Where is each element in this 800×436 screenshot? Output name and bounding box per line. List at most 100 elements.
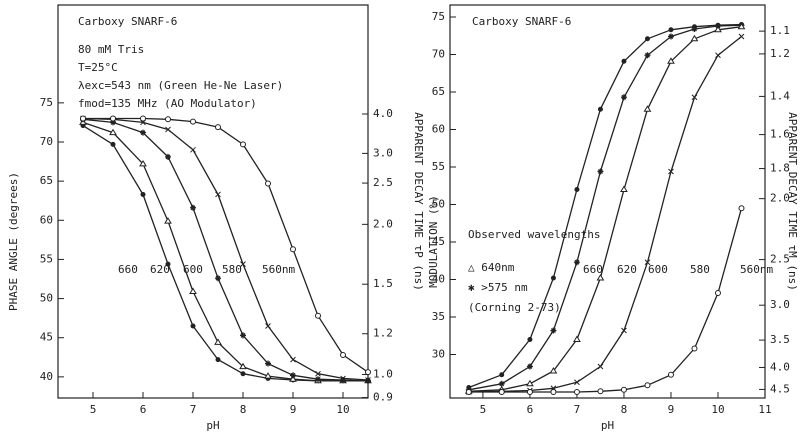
marker: [110, 119, 116, 126]
marker: [164, 217, 172, 224]
y2-tick-label: 1.4: [770, 89, 790, 102]
marker: [644, 36, 650, 42]
y2-tick-label: 1.0: [373, 367, 393, 380]
x-tick-label: 9: [668, 403, 675, 416]
x-tick-label: 8: [240, 403, 247, 416]
y-tick-label: 70: [432, 48, 445, 61]
annotation: T=25°C: [78, 61, 118, 74]
y2-tick-label: 1.2: [770, 47, 790, 60]
curve: [468, 208, 743, 393]
series-label: 660: [118, 263, 138, 276]
y2-tick-label: 1.2: [373, 327, 393, 340]
marker: [737, 22, 746, 30]
marker: [190, 204, 196, 211]
marker: [190, 146, 196, 153]
marker: [527, 337, 533, 342]
marker: [264, 372, 272, 379]
series-label: 580: [222, 263, 242, 276]
marker: [691, 26, 698, 32]
x-tick-label: 11: [758, 403, 771, 416]
marker: [110, 115, 116, 122]
marker: [691, 345, 698, 352]
marker: [499, 372, 505, 378]
marker: [620, 185, 628, 192]
marker: [643, 105, 652, 112]
marker: [667, 371, 674, 378]
marker: [738, 205, 745, 212]
series-label: 620: [150, 263, 170, 276]
y-axis-label: PHASE ANGLE (degrees): [7, 172, 20, 311]
y-tick-label: 60: [432, 123, 445, 136]
marker: [667, 33, 674, 40]
marker: [140, 129, 146, 136]
y-tick-label: 55: [432, 160, 445, 173]
y-tick-label: 65: [432, 85, 445, 98]
x-tick-label: 10: [336, 403, 349, 416]
y2-axis-label: APPARENT DECAY TIME τM (ns): [786, 112, 799, 291]
series-label: 600: [648, 263, 668, 276]
marker: [574, 379, 580, 386]
y-tick-label: 50: [40, 292, 53, 305]
marker: [215, 124, 221, 131]
marker: [240, 141, 246, 148]
marker: [140, 115, 146, 122]
y-tick-label: 40: [432, 273, 445, 286]
series-label: 660: [583, 263, 603, 276]
marker: [215, 357, 221, 363]
marker: [365, 377, 371, 384]
annotation: fmod=135 MHz (AO Modulator): [78, 97, 257, 110]
marker: [738, 33, 745, 40]
y2-tick-label: 1.5: [373, 277, 393, 290]
marker: [550, 389, 557, 395]
marker: [290, 372, 296, 379]
x-tick-label: 7: [190, 403, 197, 416]
chart-title: Carboxy SNARF-6: [472, 15, 571, 28]
x-tick-label: 6: [140, 403, 147, 416]
curve: [82, 118, 369, 382]
marker: [215, 275, 221, 282]
marker: [365, 369, 371, 376]
marker: [597, 106, 603, 112]
marker: [644, 382, 651, 389]
curve: [468, 23, 742, 389]
series-label: 620: [617, 263, 637, 276]
y-tick-label: 65: [40, 174, 53, 187]
y2-tick-label: 3.5: [770, 333, 790, 346]
marker: [714, 290, 721, 296]
marker: [365, 377, 371, 383]
marker: [690, 34, 699, 42]
y-tick-label: 40: [40, 370, 53, 383]
marker: [715, 52, 721, 59]
marker: [240, 261, 246, 267]
curve: [83, 117, 369, 373]
marker: [240, 371, 246, 377]
marker: [80, 115, 86, 122]
marker: [526, 389, 533, 395]
y2-axis-label: APPARENT DECAY TIME τP (ns): [412, 112, 425, 291]
x-axis-label: pH: [206, 419, 219, 432]
x-tick-label: 9: [290, 403, 297, 416]
marker: [289, 375, 297, 382]
y2-tick-label: 4.5: [770, 382, 790, 395]
marker: [573, 389, 580, 395]
series-label: 600: [183, 263, 203, 276]
plot-frame: [57, 4, 369, 399]
marker: [165, 261, 171, 267]
marker: [573, 335, 581, 342]
y2-tick-label: 3.0: [373, 146, 393, 159]
annotation: λexc=543 nm (Green He-Ne Laser): [78, 79, 283, 92]
y2-tick-label: 3.0: [770, 298, 790, 311]
marker: [644, 259, 651, 266]
series-label: 580: [690, 263, 710, 276]
x-tick-label: 5: [90, 403, 97, 416]
curve: [468, 26, 742, 392]
marker: [498, 389, 505, 395]
marker: [621, 58, 627, 64]
marker: [340, 375, 346, 382]
marker: [668, 168, 674, 175]
annotation: 80 mM Tris: [78, 43, 144, 56]
curve: [468, 35, 742, 393]
marker: [574, 187, 580, 192]
marker: [340, 376, 346, 383]
x-tick-label: 8: [621, 403, 628, 416]
